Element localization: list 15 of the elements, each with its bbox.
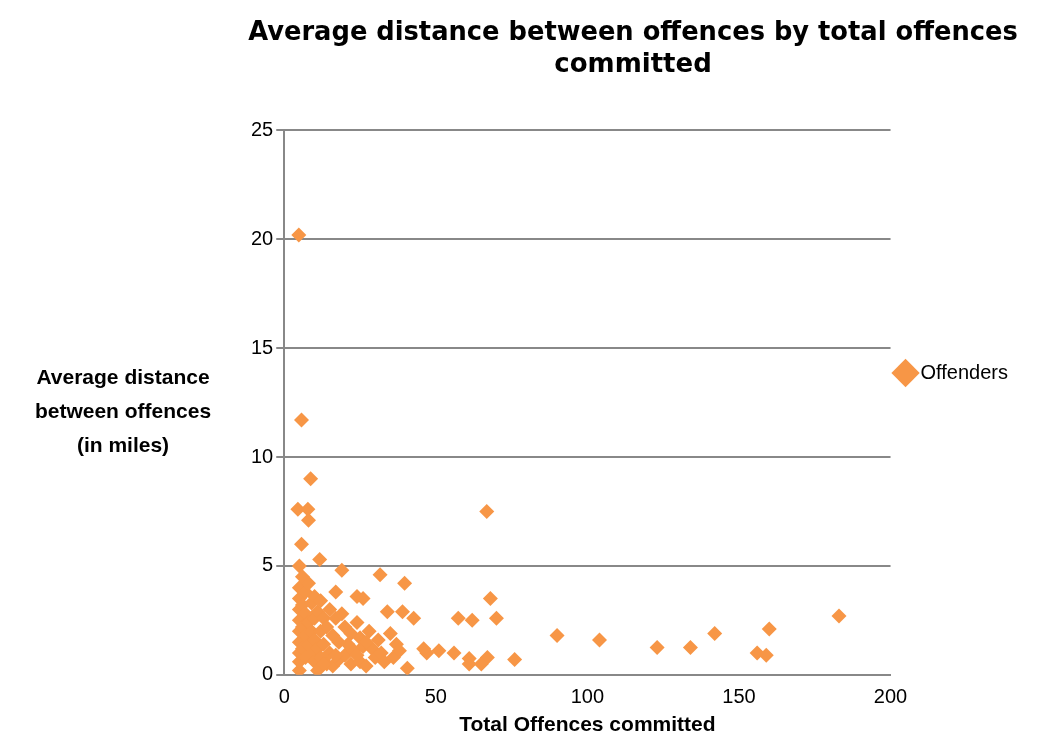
y-tick-label: 15 — [251, 335, 274, 358]
x-tick-label: 200 — [873, 685, 908, 708]
y-axis-title: Average distance between offences (in miles) — [34, 364, 212, 456]
legend-label: Offenders — [920, 360, 1009, 383]
y-tick-label: 5 — [262, 553, 274, 576]
chart-title: Average distance between offences by total offences committed — [248, 16, 1018, 78]
y-tick-label: 20 — [251, 226, 274, 249]
y-tick-label: 10 — [251, 444, 274, 467]
x-axis-title: Total Offences committed — [459, 712, 716, 736]
y-tick-label: 25 — [251, 117, 274, 140]
x-tick-label: 100 — [570, 685, 605, 708]
x-tick-label: 150 — [722, 685, 756, 708]
x-tick-label: 0 — [278, 685, 290, 708]
y-tick-label: 0 — [262, 662, 274, 685]
x-tick-label: 50 — [424, 685, 447, 708]
